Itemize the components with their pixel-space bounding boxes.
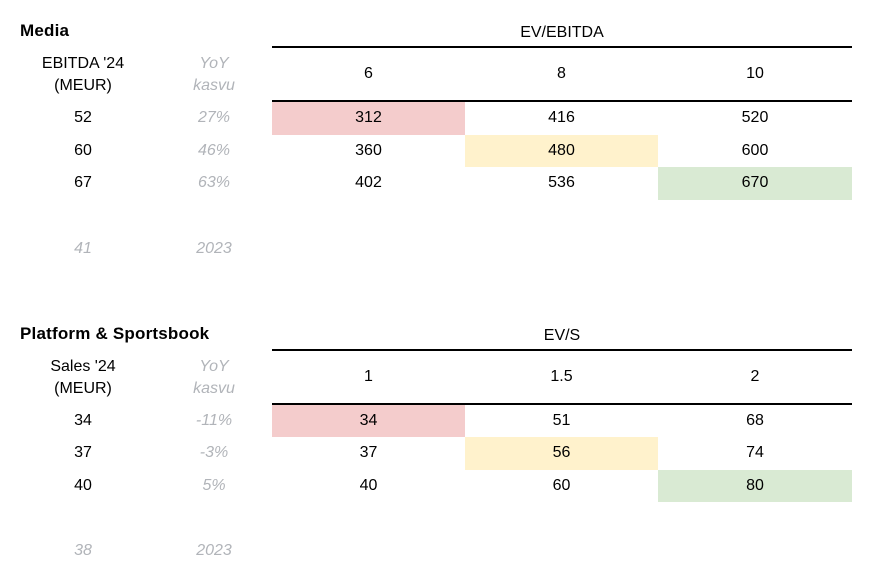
metric-header-line1: Sales '24 [50,357,116,375]
value-cell: 74 [746,444,764,462]
value-cell: 40 [359,476,378,494]
value-cell: 60 [552,476,571,494]
metric-header-line2: (MEUR) [54,379,112,397]
multiple-group-label: EV/EBITDA [272,14,852,48]
multiple-header-cell: 6 [272,48,465,102]
growth-cell: 46% [197,141,231,159]
multiple-group-label: EV/S [272,317,852,351]
metric-cell: 40 [74,476,92,494]
prior-year-label: 2023 [196,542,232,559]
metric-cell: 52 [74,109,92,127]
growth-header-line2: kasvu [193,77,235,94]
value-cell: 56 [465,437,658,470]
growth-column-header: YoY kasvu [166,351,262,405]
growth-header-line1: YoY [199,357,229,375]
prior-year-value: 38 [74,542,92,559]
metric-column-header: Sales '24 (MEUR) [0,351,166,405]
growth-cell: -11% [195,411,233,429]
growth-cell: 5% [202,476,226,494]
prior-year-label: 2023 [196,239,232,257]
prior-year-value: 41 [74,239,92,257]
growth-cell: 63% [197,174,231,192]
section-title: Media [20,21,70,40]
value-cell: 360 [355,141,382,159]
metric-column-header: EBITDA '24 (MEUR) [0,48,166,102]
media-valuation-table: Media EV/EBITDA EBITDA '24 (MEUR) YoY ka… [0,14,852,259]
value-cell: 34 [272,404,465,437]
value-cell: 600 [741,141,769,159]
multiple-header-cell: 8 [465,48,658,102]
value-cell: 80 [658,469,852,502]
metric-header-line2: (MEUR) [54,77,112,94]
value-cell: 312 [272,102,465,135]
multiple-header-cell: 2 [658,351,852,405]
value-cell: 416 [548,109,575,127]
metric-cell: 37 [74,444,92,462]
section-title: Platform & Sportsbook [20,323,210,343]
multiple-header-cell: 1.5 [465,351,658,405]
value-cell: 520 [741,109,769,127]
value-cell: 536 [548,174,575,192]
growth-header-line1: YoY [199,55,229,72]
growth-cell: 27% [197,109,231,127]
value-cell: 51 [552,411,571,429]
value-cell: 402 [355,174,382,192]
metric-cell: 60 [74,141,92,159]
metric-header-line1: EBITDA '24 [41,55,125,72]
value-cell: 670 [658,167,852,200]
multiple-header-cell: 1 [272,351,465,405]
multiple-header-cell: 10 [658,48,852,102]
metric-cell: 34 [74,411,92,429]
growth-header-line2: kasvu [193,379,235,397]
growth-column-header: YoY kasvu [166,48,262,102]
platform-sportsbook-valuation-table: Platform & Sportsbook EV/S Sales '24 (ME… [0,317,852,562]
value-cell: 480 [465,134,658,167]
value-cell: 68 [746,411,764,429]
growth-cell: -3% [199,444,229,462]
value-cell: 37 [359,444,378,462]
metric-cell: 67 [74,174,92,192]
